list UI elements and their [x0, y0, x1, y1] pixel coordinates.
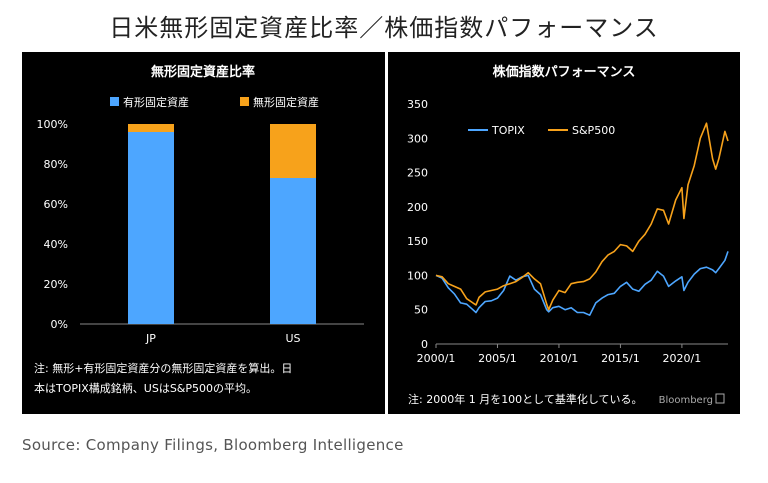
- y-tick-label: 350: [407, 98, 428, 111]
- legend-label-intangible: 無形固定資産: [253, 95, 319, 109]
- y-tick-label: 300: [407, 132, 428, 145]
- series-line-sp500: [435, 122, 729, 311]
- right-chart-title: 株価指数パフォーマンス: [493, 64, 636, 80]
- bar-segment: [128, 124, 174, 132]
- x-tick-label: 2000/1: [417, 352, 456, 365]
- bar-segment: [128, 132, 174, 324]
- left-note-line-1: 注: 無形+有形固定資産分の無形固定資産を算出。日: [34, 361, 292, 375]
- y-tick-label: 150: [407, 235, 428, 248]
- x-tick-label: 2005/1: [478, 352, 517, 365]
- x-tick-label: US: [285, 332, 300, 345]
- x-tick-label: 2015/1: [601, 352, 640, 365]
- legend-swatch-tangible: [110, 97, 119, 106]
- y-tick-label: 0%: [51, 318, 68, 331]
- bar-segment: [270, 178, 316, 324]
- y-tick-label: 0: [421, 338, 428, 351]
- legend-swatch-intangible: [240, 97, 249, 106]
- bar-segment: [270, 124, 316, 178]
- chart-divider: [385, 52, 388, 414]
- x-tick-label: 2010/1: [540, 352, 579, 365]
- chart-frame: 無形固定資産比率 有形固定資産 無形固定資産 0% 20% 40% 60% 80% 100…: [22, 52, 740, 414]
- bloomberg-logo-mark: [715, 393, 725, 404]
- legend-label-topix: TOPIX: [491, 124, 525, 137]
- right-chart: 株価指数パフォーマンス TOPIX S&P500 0 50 100 150 200 250…: [407, 64, 729, 406]
- y-tick-label: 100: [407, 269, 428, 282]
- y-tick-label: 60%: [44, 198, 68, 211]
- y-tick-label: 200: [407, 201, 428, 214]
- bloomberg-logo: Bloomberg: [659, 395, 713, 406]
- legend-label-sp500: S&P500: [572, 124, 615, 137]
- y-tick-label: 20%: [44, 278, 68, 291]
- x-tick-label: JP: [145, 332, 156, 345]
- page-title: 日米無形固定資産比率／株価指数パフォーマンス: [109, 14, 659, 42]
- left-chart: 無形固定資産比率 有形固定資産 無形固定資産 0% 20% 40% 60% 80% 100…: [34, 64, 364, 395]
- left-chart-title: 無形固定資産比率: [151, 64, 255, 80]
- right-plot-area: 0 50 100 150 200 250 300 350 2000/1 2005/1 2010/1 2…: [407, 98, 729, 365]
- y-tick-label: 80%: [44, 158, 68, 171]
- y-tick-label: 40%: [44, 238, 68, 251]
- right-note: 注: 2000年 1 月を100として基準化している。: [408, 392, 643, 406]
- y-tick-label: 50: [414, 304, 428, 317]
- source-text: Source: Company Filings, Bloomberg Intel…: [22, 436, 404, 454]
- y-tick-label: 250: [407, 167, 428, 180]
- left-note-line-2: 本はTOPIX構成銘柄、USはS&P500の平均。: [34, 381, 257, 395]
- x-tick-label: 2020/1: [663, 352, 702, 365]
- left-plot-area: 0% 20% 40% 60% 80% 100% JP US: [37, 118, 364, 345]
- y-tick-label: 100%: [37, 118, 68, 131]
- legend-label-tangible: 有形固定資産: [123, 95, 189, 109]
- series-line-topix: [435, 251, 729, 317]
